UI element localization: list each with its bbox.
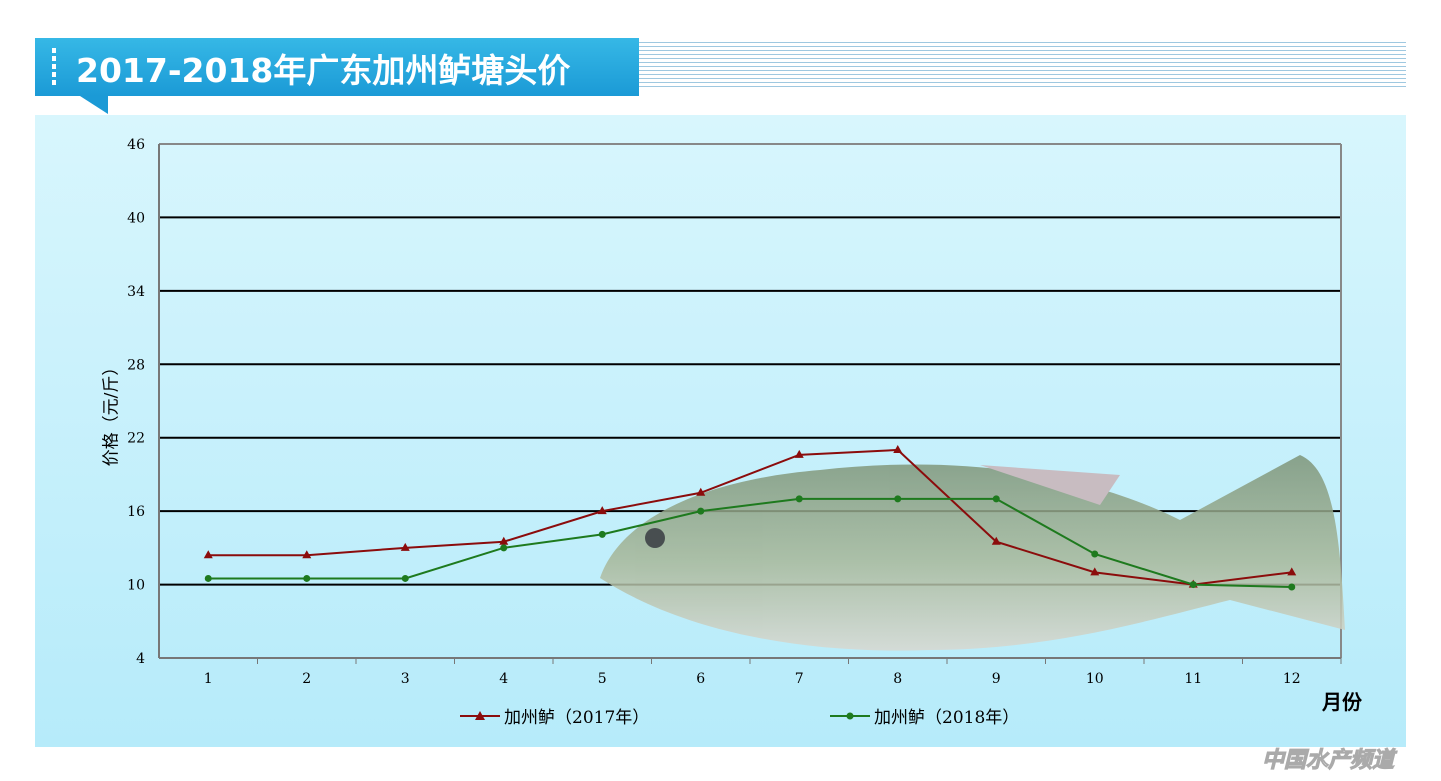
x-axis-label: 月份 — [1322, 690, 1362, 714]
legend-item-2017: 加州鲈（2017年） — [460, 703, 649, 728]
chart-title: 2017-2018年广东加州鲈塘头价 — [76, 51, 571, 90]
data-point — [1288, 583, 1296, 591]
legend-label: 加州鲈（2018年） — [874, 708, 1020, 728]
y-tick-label: 22 — [127, 431, 145, 447]
data-point — [499, 536, 509, 545]
x-tick-label: 7 — [795, 671, 804, 687]
y-tick-label: 34 — [127, 284, 145, 300]
legend-marker-circle-icon — [830, 712, 870, 719]
data-point — [302, 550, 312, 559]
data-point — [795, 495, 803, 503]
data-point — [1189, 581, 1197, 589]
x-tick-label: 6 — [696, 671, 705, 687]
legend-marker-triangle-icon — [460, 710, 500, 720]
title-banner-tail — [80, 96, 108, 114]
title-dots — [52, 48, 56, 88]
title-banner — [35, 38, 639, 96]
y-tick-label: 10 — [127, 578, 145, 594]
x-tick-label: 3 — [401, 671, 410, 687]
fish-image — [600, 455, 1345, 651]
x-tick-label: 1 — [204, 671, 213, 687]
data-point — [991, 536, 1001, 545]
data-point — [303, 574, 311, 582]
y-tick-label: 28 — [127, 357, 145, 373]
y-tick-label: 4 — [136, 651, 145, 667]
data-point — [696, 487, 706, 496]
x-tick-label: 12 — [1283, 671, 1301, 687]
y-tick-label: 40 — [127, 210, 145, 226]
watermark: 中国水产频道 — [1261, 748, 1395, 774]
x-tick-label: 5 — [598, 671, 607, 687]
data-point — [894, 495, 902, 503]
data-point — [203, 550, 213, 559]
y-tick-label: 16 — [127, 504, 145, 520]
legend-label: 加州鲈（2017年） — [504, 708, 650, 728]
x-tick-label: 2 — [302, 671, 311, 687]
x-tick-label: 11 — [1184, 671, 1202, 687]
data-point — [1091, 550, 1099, 558]
data-point — [1287, 567, 1297, 576]
data-point — [893, 444, 903, 453]
decorative-stripes — [639, 42, 1406, 90]
y-axis-label: 价格（元/斤） — [101, 358, 122, 467]
data-point — [401, 574, 409, 582]
data-point — [204, 574, 212, 582]
y-tick-label: 46 — [127, 137, 145, 153]
data-point — [598, 530, 606, 538]
x-tick-label: 9 — [992, 671, 1001, 687]
data-point — [500, 544, 508, 552]
legend-item-2018: 加州鲈（2018年） — [830, 703, 1019, 728]
x-tick-label: 4 — [499, 671, 508, 687]
x-tick-label: 10 — [1086, 671, 1104, 687]
data-point — [794, 449, 804, 458]
data-point — [1090, 567, 1100, 576]
data-point — [992, 495, 1000, 503]
series-line-1 — [208, 497, 1292, 589]
data-point — [697, 507, 705, 515]
x-tick-label: 8 — [893, 671, 902, 687]
data-point — [597, 506, 607, 515]
series-line-0 — [208, 448, 1292, 586]
chart-panel — [35, 115, 1406, 747]
data-point — [400, 542, 410, 551]
